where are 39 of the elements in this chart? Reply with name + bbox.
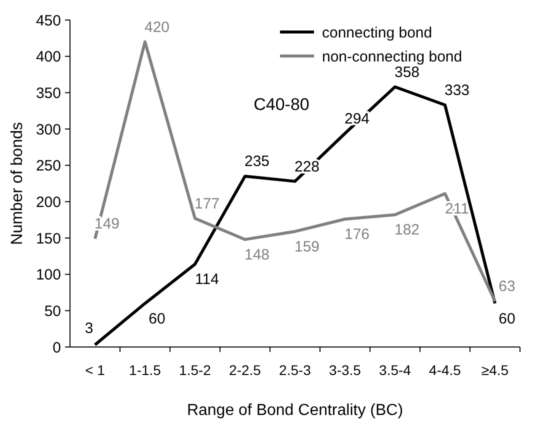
x-axis-title: Range of Bond Centrality (BC)	[186, 402, 404, 419]
x-tick-label: < 1	[85, 362, 106, 378]
y-tick-label: 100	[36, 266, 61, 284]
x-tick-label: 2-2.5	[229, 362, 262, 378]
x-tick-label: 3-3.5	[329, 362, 362, 378]
y-tick-label: 450	[36, 12, 61, 30]
data-label: 235	[244, 153, 270, 170]
data-label: 148	[244, 246, 270, 264]
x-tick-label: 2.5-3	[279, 362, 312, 378]
y-axis-title: Number of bonds	[9, 122, 26, 245]
y-tick-label: 300	[36, 121, 61, 138]
x-tick-label: 1.5-2	[179, 362, 212, 378]
data-label: 60	[148, 310, 166, 328]
y-tick-label: 250	[36, 158, 61, 175]
legend-label: non-connecting bond	[322, 48, 462, 66]
y-tick-label: 0	[52, 339, 61, 356]
y-tick-label: 400	[36, 48, 61, 66]
data-label: 358	[394, 64, 420, 81]
annotation: C40-80	[254, 95, 310, 114]
line-series	[94, 40, 496, 303]
x-tick-label: 4-4.5	[429, 362, 462, 378]
y-tick-label: 50	[44, 302, 61, 320]
y-tick-label: 150	[36, 230, 61, 248]
data-label: 420	[144, 18, 170, 36]
data-label: 333	[444, 82, 470, 100]
x-tick-label: 3.5-4	[379, 362, 412, 378]
x-tick-label: 1-1.5	[129, 362, 162, 378]
data-label: 60	[498, 310, 516, 328]
data-label: 3	[84, 320, 94, 337]
data-label: 63	[498, 278, 516, 296]
data-label: 182	[394, 222, 420, 239]
legend-label: connecting bond	[322, 24, 432, 42]
data-label: 114	[195, 271, 219, 288]
x-tick-label: ≥4.5	[481, 362, 509, 378]
data-label: 159	[294, 238, 320, 256]
data-label: 176	[344, 226, 370, 244]
y-tick-label: 200	[36, 194, 61, 211]
y-tick-label: 350	[36, 84, 61, 102]
data-label: 177	[194, 195, 220, 212]
